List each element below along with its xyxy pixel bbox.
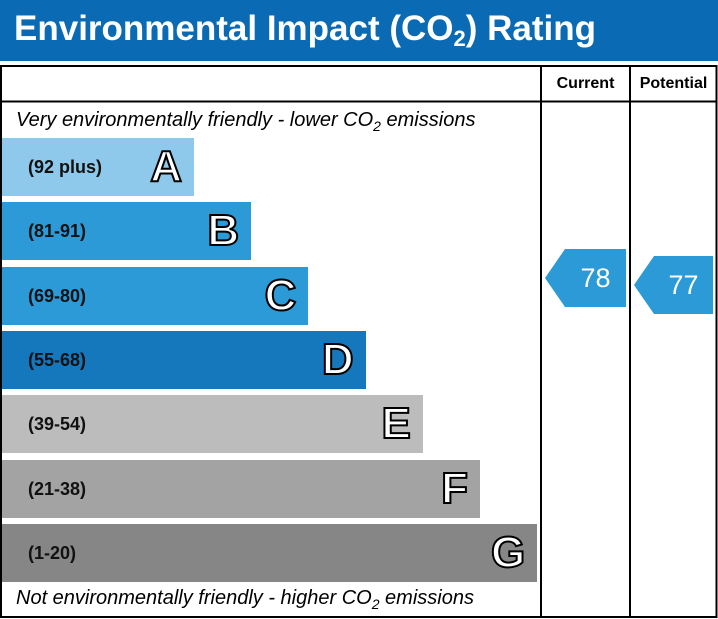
band-letter: D <box>321 334 355 385</box>
bottom-caption: Not environmentally friendly - higher CO… <box>16 586 474 612</box>
potential-rating-pointer-arrow <box>634 255 713 314</box>
band-range-label: (39-54) <box>28 414 87 435</box>
rating-band-b: (81-91) B <box>2 202 252 261</box>
potential-rating-pointer: 77 <box>634 255 713 314</box>
table-border <box>0 65 718 618</box>
top-caption: Very environmentally friendly - lower CO… <box>16 108 476 134</box>
bottom-caption-post: emissions <box>379 587 474 609</box>
band-range-label: (1-20) <box>28 542 77 563</box>
title-text-post: ) Rating <box>465 9 597 48</box>
band-letter: E <box>380 398 411 449</box>
rating-band-e: (39-54) E <box>2 395 423 454</box>
top-caption-pre: Very environmentally friendly - lower CO <box>16 109 374 131</box>
top-caption-sub: 2 <box>373 118 381 134</box>
band-range-label: (69-80) <box>28 285 87 306</box>
band-range-label: (92 plus) <box>28 157 103 177</box>
current-rating-pointer-shape <box>545 248 626 307</box>
band-range-label: (55-68) <box>28 349 87 370</box>
current-rating-pointer: 78 <box>545 248 626 307</box>
band-letter: A <box>149 141 183 192</box>
bottom-caption-sub: 2 <box>371 596 380 612</box>
title-text-pre: Environmental Impact (CO <box>14 9 454 48</box>
band-letter: F <box>440 463 469 514</box>
rating-band-d: (55-68) D <box>2 330 366 389</box>
rating-band-c: (69-80) C <box>2 266 309 325</box>
band-range-label: (81-91) <box>28 221 87 242</box>
band-letter: C <box>264 270 298 321</box>
band-range-label: (21-38) <box>28 478 87 499</box>
rating-band-a: (92 plus) A <box>2 138 194 196</box>
potential-rating-pointer-value: 77 <box>668 269 699 300</box>
chart-title: Environmental Impact (CO2) Rating <box>14 9 596 53</box>
title-subscript: 2 <box>453 26 466 51</box>
current-rating-pointer-value: 78 <box>580 262 611 293</box>
rating-band-g: (1-20) G <box>2 523 538 582</box>
current-column-header: Current <box>556 75 615 92</box>
rating-band-f: (21-38) F <box>2 459 480 518</box>
potential-column-header: Potential <box>639 75 708 92</box>
bottom-caption-pre: Not environmentally friendly - higher CO <box>16 587 372 609</box>
band-letter: B <box>206 205 240 256</box>
potential-rating-pointer-shape <box>634 255 713 314</box>
chart-header: Environmental Impact (CO2) Rating <box>0 0 718 61</box>
band-letter: G <box>490 527 526 578</box>
current-rating-pointer-arrow <box>545 248 626 307</box>
top-caption-post: emissions <box>380 109 476 131</box>
